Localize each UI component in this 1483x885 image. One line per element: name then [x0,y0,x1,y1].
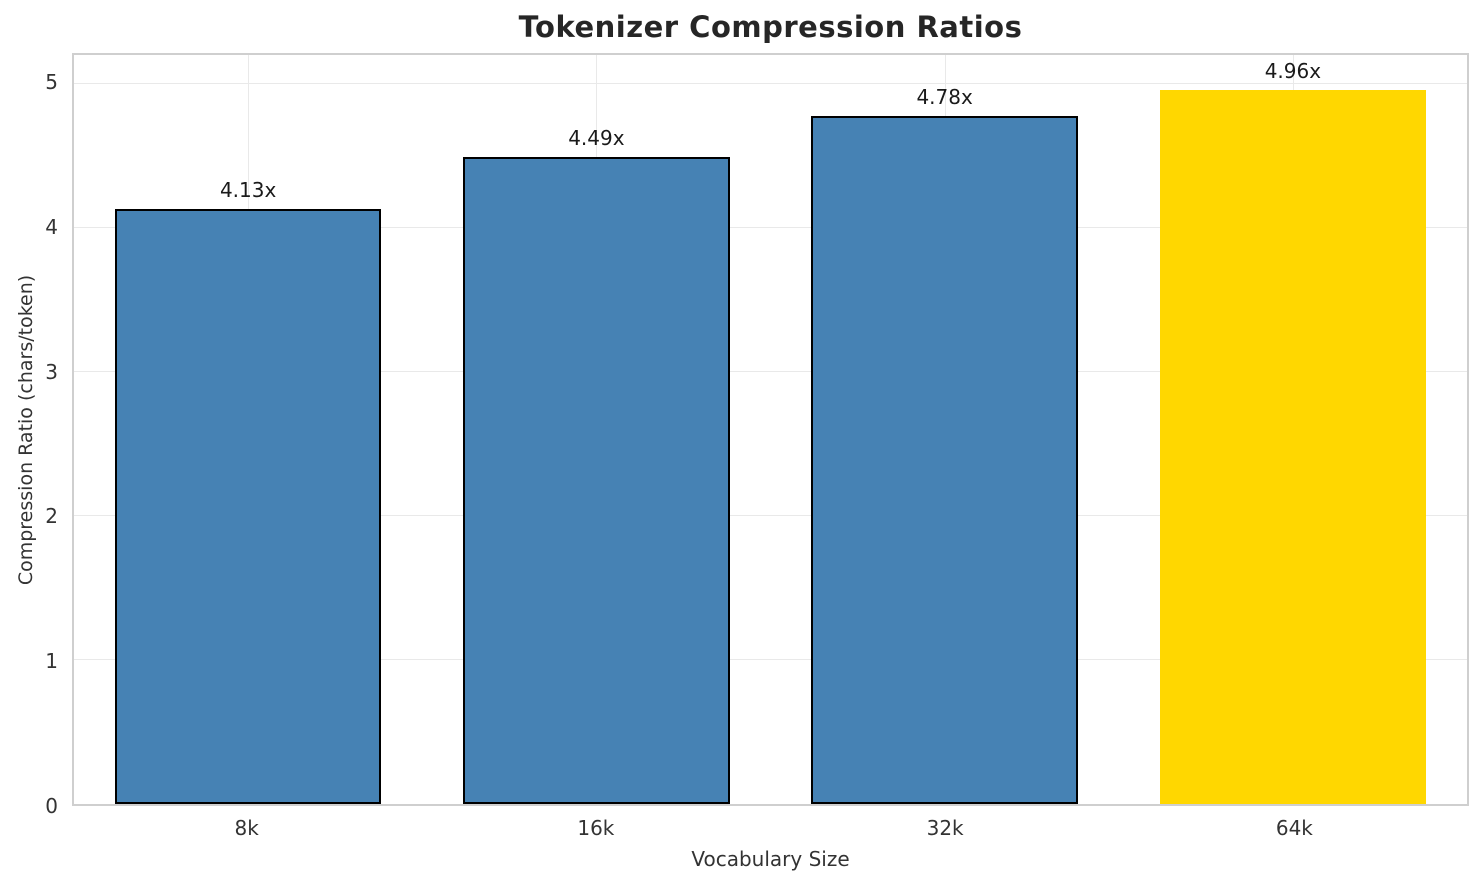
bar-value-label: 4.78x [916,84,973,109]
gridline-horizontal [74,226,1467,228]
x-tick-label: 32k [926,816,964,840]
gridline-horizontal [74,370,1467,372]
bar-64k [1159,89,1427,804]
bar-16k [463,157,730,804]
bar-value-label: 4.49x [568,126,625,151]
bar-32k [811,115,1078,804]
y-axis-label: Compression Ratio (chars/token) [15,274,37,586]
bar-value-label: 4.96x [1264,58,1322,83]
y-tick-label: 5 [45,69,58,94]
y-tick-label: 1 [45,649,58,674]
gridline-horizontal [74,514,1467,516]
plot-area: 4.13x 4.49x 4.78x 4.96x [72,53,1469,806]
y-tick-label: 0 [45,794,58,818]
gridline-horizontal [74,82,1467,84]
y-tick-label: 3 [45,359,58,384]
x-tick-label: 64k [1275,816,1313,840]
x-axis-label: Vocabulary Size [691,847,850,871]
bar-8k [114,209,382,804]
x-tick-label: 8k [234,816,259,840]
gridline-horizontal [74,658,1467,660]
y-tick-label: 4 [45,214,58,239]
y-tick-label: 2 [45,504,58,529]
bar-value-label: 4.13x [219,178,277,203]
x-tick-label: 16k [577,816,615,840]
chart-title: Tokenizer Compression Ratios [518,10,1023,44]
